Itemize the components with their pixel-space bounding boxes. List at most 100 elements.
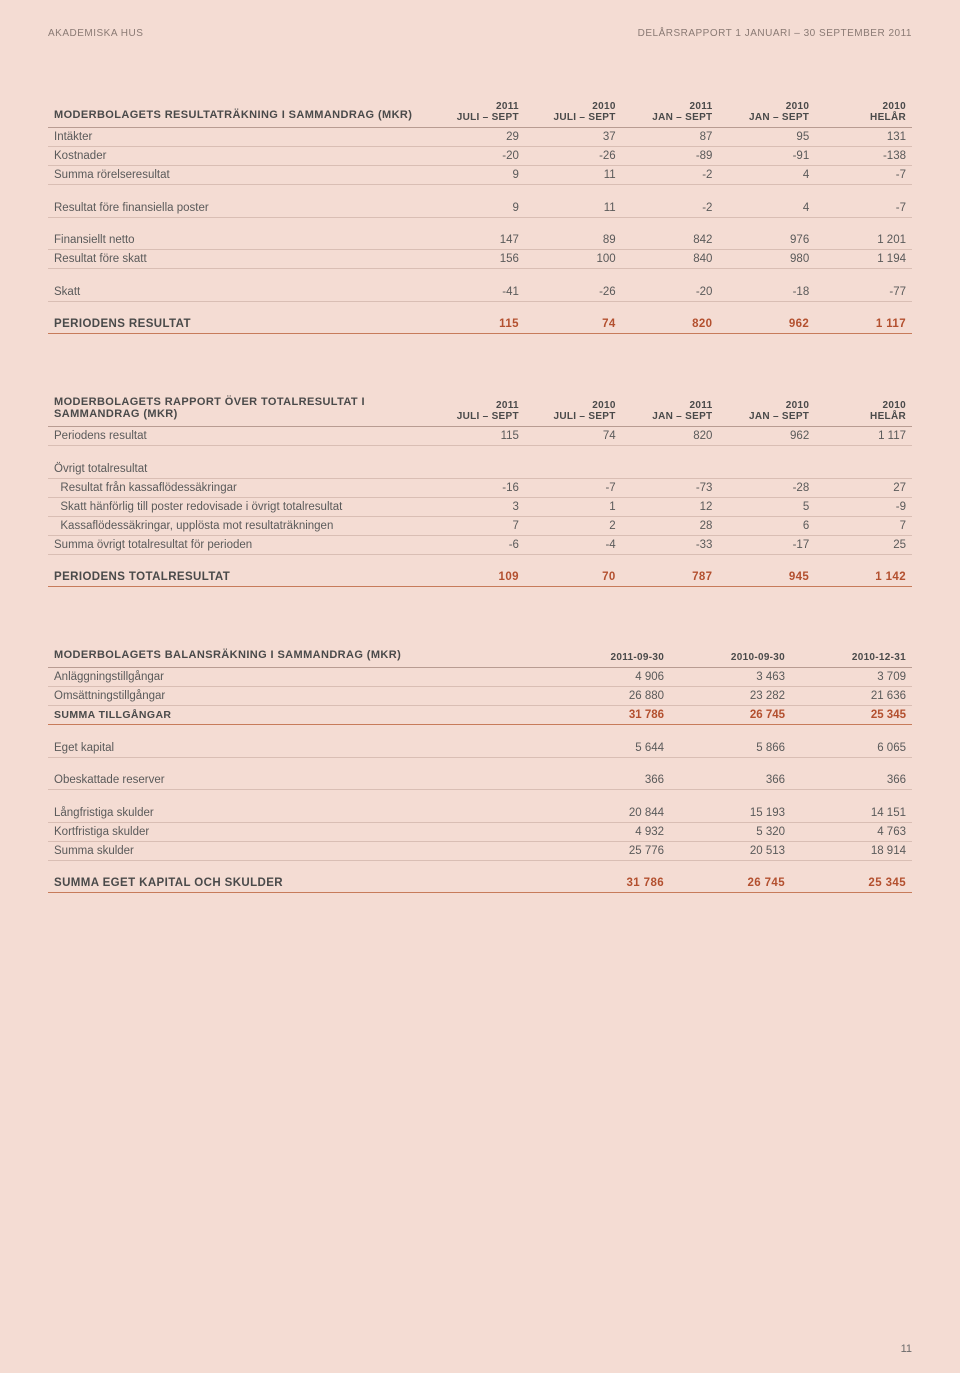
cell: -16	[428, 478, 525, 497]
column-header: 2010HELÅR	[815, 394, 912, 427]
cell: 20 513	[670, 841, 791, 860]
cell	[718, 460, 815, 479]
row-label: Obeskattade reserver	[48, 771, 549, 790]
cell: 4 932	[549, 822, 670, 841]
header-left: AKADEMISKA HUS	[48, 28, 143, 39]
cell: 87	[622, 128, 719, 147]
spacer-row	[48, 757, 912, 771]
column-header: 2011JAN – SEPT	[622, 394, 719, 427]
column-header: 2011JULI – SEPT	[428, 394, 525, 427]
cell: -26	[525, 283, 622, 302]
page-number: 11	[901, 1343, 912, 1355]
cell: 11	[525, 199, 622, 218]
column-header: 2011JULI – SEPT	[428, 99, 525, 128]
row-label: Anläggningstillgångar	[48, 668, 549, 687]
cell: 842	[622, 231, 719, 250]
cell: 26 745	[670, 874, 791, 893]
spacer-row	[48, 301, 912, 315]
cell: 25 345	[791, 706, 912, 725]
cell: 29	[428, 128, 525, 147]
spacer-row	[48, 790, 912, 804]
cell: -73	[622, 478, 719, 497]
cell: 962	[718, 315, 815, 334]
cell: 4 763	[791, 822, 912, 841]
cell: 95	[718, 128, 815, 147]
cell: 37	[525, 128, 622, 147]
cell: 25 345	[791, 874, 912, 893]
cell: 12	[622, 497, 719, 516]
cell: 1 194	[815, 250, 912, 269]
table-title: MODERBOLAGETS RESULTATRÄKNING I SAMMANDR…	[48, 99, 428, 128]
table-block-2: MODERBOLAGETS RAPPORT ÖVER TOTALRESULTAT…	[48, 394, 912, 587]
cell: 3 709	[791, 668, 912, 687]
cell: 27	[815, 478, 912, 497]
cell: 4 906	[549, 668, 670, 687]
cell: 7	[815, 516, 912, 535]
cell: 4	[718, 166, 815, 185]
cell: -89	[622, 147, 719, 166]
table-block-3: MODERBOLAGETS BALANSRÄKNING I SAMMANDRAG…	[48, 647, 912, 893]
cell: 820	[622, 427, 719, 446]
cell: 15 193	[670, 804, 791, 823]
row-label: Skatt	[48, 283, 428, 302]
cell: 115	[428, 315, 525, 334]
balance-sheet-table: MODERBOLAGETS BALANSRÄKNING I SAMMANDRAG…	[48, 647, 912, 893]
row-label: Skatt hänförlig till poster redovisade i…	[48, 497, 428, 516]
cell: 18 914	[791, 841, 912, 860]
cell: 366	[791, 771, 912, 790]
column-header: 2010JAN – SEPT	[718, 394, 815, 427]
row-label: Resultat före finansiella poster	[48, 199, 428, 218]
cell: 26 880	[549, 687, 670, 706]
cell: -2	[622, 166, 719, 185]
cell: 840	[622, 250, 719, 269]
row-label: Summa övrigt totalresultat för perioden	[48, 535, 428, 554]
cell: 6	[718, 516, 815, 535]
row-label: Periodens resultat	[48, 427, 428, 446]
cell: 1 142	[815, 568, 912, 587]
page-header: AKADEMISKA HUS DELÅRSRAPPORT 1 JANUARI –…	[48, 28, 912, 39]
spacer-row	[48, 217, 912, 231]
cell: -91	[718, 147, 815, 166]
row-label: SUMMA TILLGÅNGAR	[48, 706, 549, 725]
row-label: SUMMA EGET KAPITAL OCH SKULDER	[48, 874, 549, 893]
cell: 14 151	[791, 804, 912, 823]
cell: -33	[622, 535, 719, 554]
cell: 2	[525, 516, 622, 535]
column-header: 2010-09-30	[670, 647, 791, 668]
cell: 945	[718, 568, 815, 587]
spacer-row	[48, 269, 912, 283]
cell: 5 320	[670, 822, 791, 841]
cell: 5 866	[670, 739, 791, 758]
row-label: PERIODENS TOTALRESULTAT	[48, 568, 428, 587]
cell: 3	[428, 497, 525, 516]
cell: -26	[525, 147, 622, 166]
cell: 962	[718, 427, 815, 446]
cell: 1	[525, 497, 622, 516]
cell: 820	[622, 315, 719, 334]
header-right: DELÅRSRAPPORT 1 JANUARI – 30 SEPTEMBER 2…	[638, 28, 912, 39]
cell: 109	[428, 568, 525, 587]
cell: 147	[428, 231, 525, 250]
cell: -7	[815, 199, 912, 218]
row-label: Summa rörelseresultat	[48, 166, 428, 185]
column-header: 2011JAN – SEPT	[622, 99, 719, 128]
cell: 980	[718, 250, 815, 269]
cell	[815, 460, 912, 479]
row-label: Långfristiga skulder	[48, 804, 549, 823]
cell: -20	[428, 147, 525, 166]
cell: 976	[718, 231, 815, 250]
cell: 5 644	[549, 739, 670, 758]
cell: 21 636	[791, 687, 912, 706]
cell: 11	[525, 166, 622, 185]
cell: 74	[525, 315, 622, 334]
spacer-row	[48, 554, 912, 568]
cell: -9	[815, 497, 912, 516]
cell: 1 201	[815, 231, 912, 250]
row-label: Kortfristiga skulder	[48, 822, 549, 841]
spacer-row	[48, 860, 912, 874]
row-label: Eget kapital	[48, 739, 549, 758]
cell: 25 776	[549, 841, 670, 860]
cell: 3 463	[670, 668, 791, 687]
cell: 23 282	[670, 687, 791, 706]
cell: 9	[428, 166, 525, 185]
